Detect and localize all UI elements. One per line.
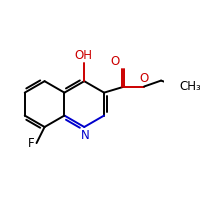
Text: O: O [110, 55, 120, 68]
Text: CH₃: CH₃ [180, 80, 200, 93]
Text: F: F [28, 137, 35, 150]
Text: OH: OH [74, 49, 92, 62]
Text: O: O [139, 72, 149, 85]
Text: N: N [81, 129, 89, 142]
